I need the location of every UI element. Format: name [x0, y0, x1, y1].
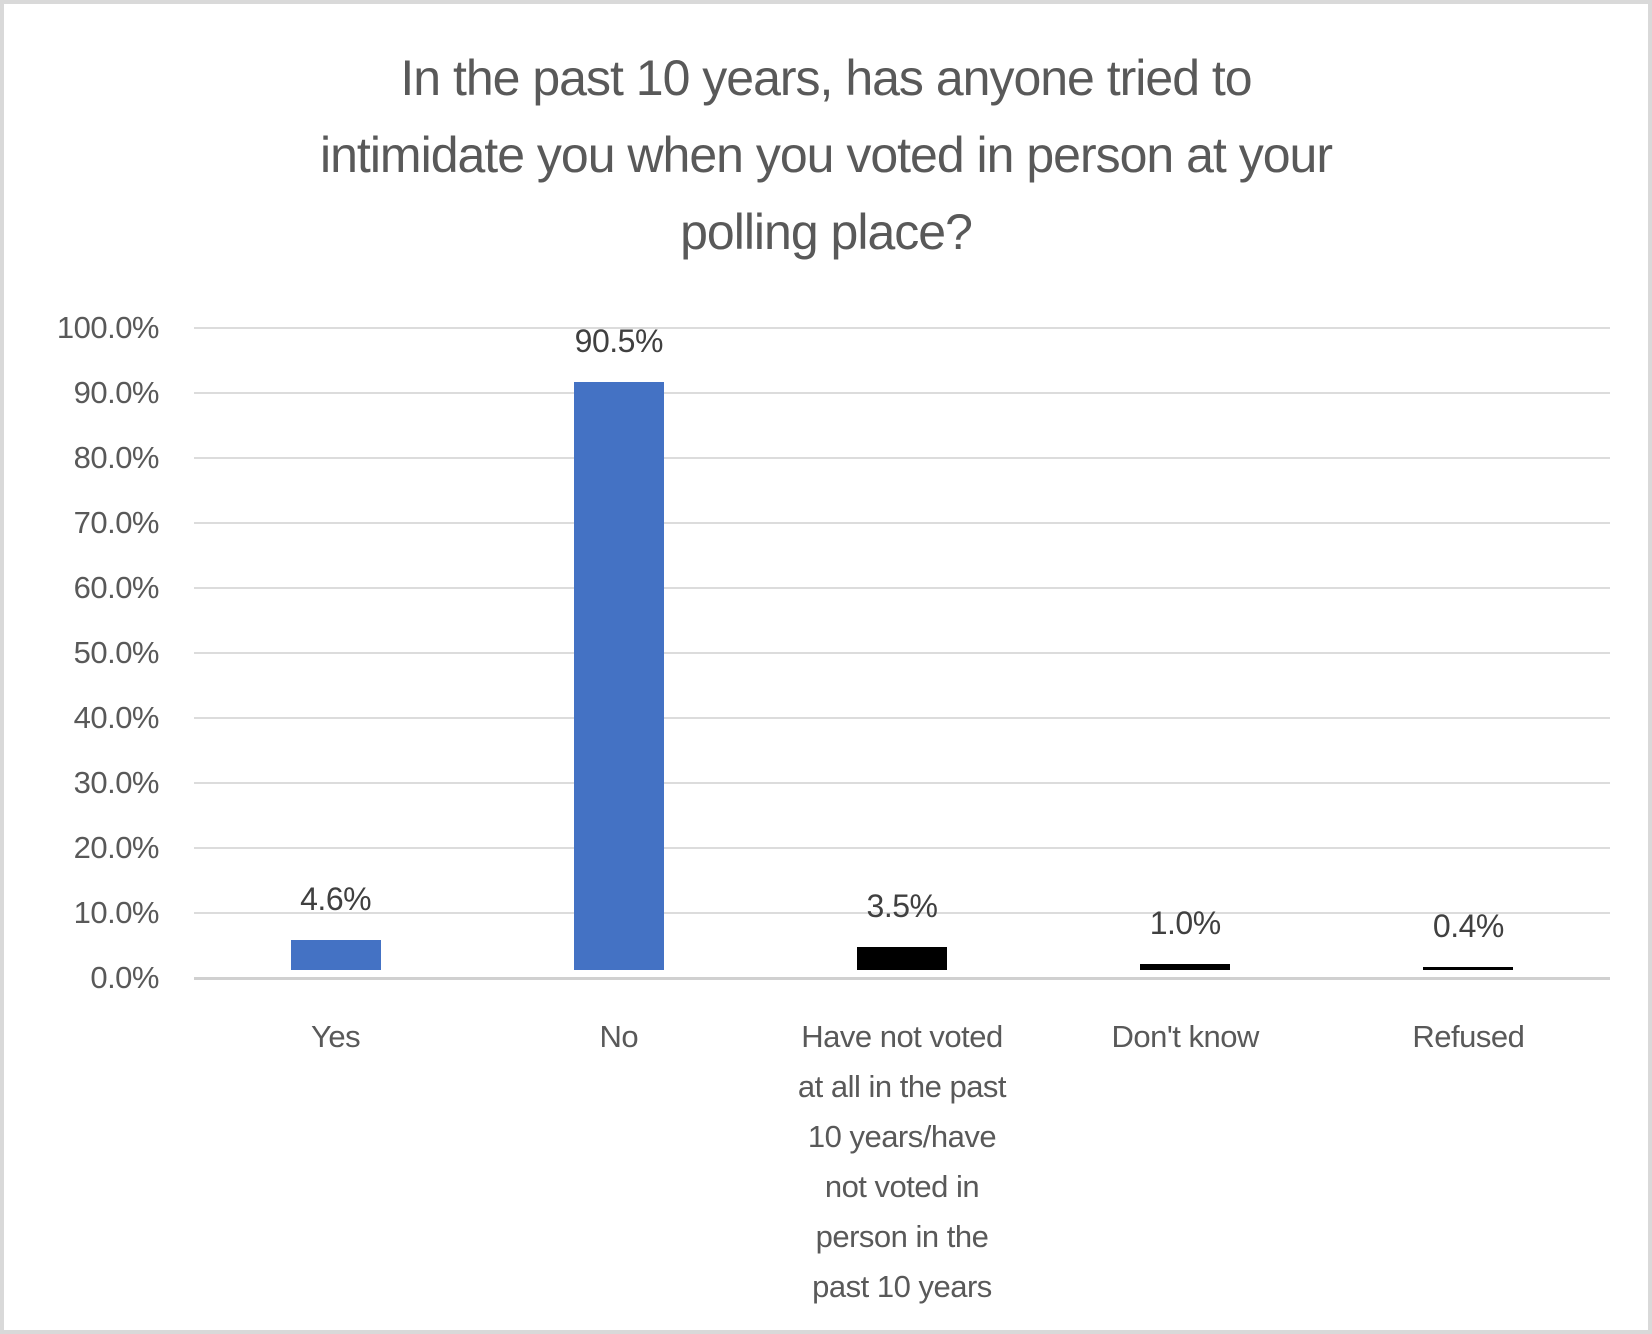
gridline [194, 587, 1610, 589]
x-category-label-line: Don't know [1111, 1019, 1259, 1054]
bar-value-label: 0.4% [1432, 908, 1504, 945]
chart-title: In the past 10 years, has anyone tried t… [4, 40, 1648, 271]
x-category-label: Don't know [1044, 1012, 1327, 1062]
y-tick-label: 30.0% [73, 765, 160, 800]
x-category-label-line: Have not voted [801, 1019, 1003, 1054]
x-category-label: Yes [194, 1012, 477, 1062]
gridline [194, 327, 1610, 329]
y-tick-label: 10.0% [73, 895, 160, 930]
bar-0 [290, 940, 381, 970]
x-category-label-line: Yes [311, 1019, 361, 1054]
y-tick-label: 80.0% [73, 440, 160, 475]
bar-value-label: 3.5% [866, 888, 938, 925]
x-category-label-line: not voted in [824, 1169, 980, 1204]
chart-title-line: polling place? [680, 204, 973, 260]
bar-1 [573, 381, 664, 970]
bar-4 [1423, 967, 1514, 970]
x-category-label-line: 10 years/have [807, 1119, 997, 1154]
bar-3 [1140, 963, 1231, 970]
x-category-label-line: Refused [1412, 1019, 1525, 1054]
x-category-label-line: person in the [815, 1219, 989, 1254]
bar-value-label: 1.0% [1149, 904, 1221, 941]
x-category-label: Refused [1327, 1012, 1610, 1062]
gridline [194, 717, 1610, 719]
x-category-label: No [477, 1012, 760, 1062]
bar-value-label: 90.5% [574, 322, 664, 359]
y-tick-label: 50.0% [73, 635, 160, 670]
gridline [194, 782, 1610, 784]
x-category-label-line: No [599, 1019, 639, 1054]
y-tick-label: 90.0% [73, 375, 160, 410]
gridline [194, 392, 1610, 394]
bar-2 [857, 947, 947, 970]
x-category-label-line: past 10 years [812, 1269, 992, 1304]
y-tick-label: 100.0% [56, 310, 160, 345]
chart-title-line: intimidate you when you voted in person … [320, 127, 1333, 183]
gridline [194, 652, 1610, 654]
y-tick-label: 0.0% [90, 960, 159, 995]
y-tick-label: 40.0% [73, 700, 160, 735]
y-tick-label: 60.0% [73, 570, 160, 605]
chart-title-line: In the past 10 years, has anyone tried t… [400, 50, 1252, 106]
gridline [194, 912, 1610, 914]
gridline [194, 457, 1610, 459]
bar-value-label: 4.6% [300, 881, 372, 918]
x-category-label: Have not voted at all in the past 10 years… [760, 1012, 1043, 1312]
gridline [194, 847, 1610, 849]
y-tick-label: 20.0% [73, 830, 160, 865]
plot-area: 0.0% 10.0% 20.0% 30.0% 40.0% 50.0% 60.0% 70.0% 8… [4, 4, 1648, 1330]
x-category-label-line: at all in the past [797, 1069, 1007, 1104]
x-axis-line [194, 976, 1610, 980]
y-tick-label: 70.0% [73, 505, 160, 540]
gridline [194, 522, 1610, 524]
